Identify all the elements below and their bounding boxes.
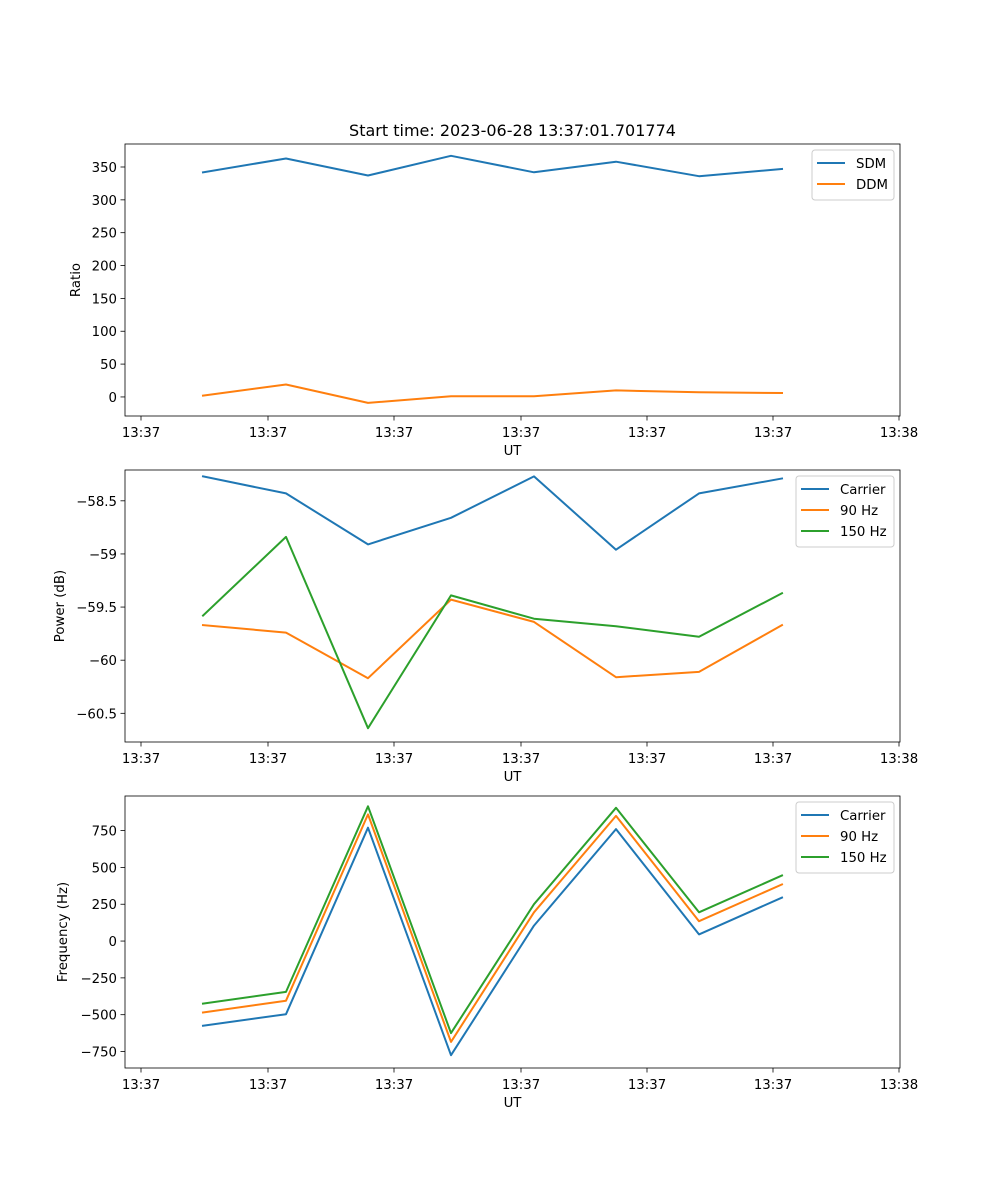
chart-title: Start time: 2023-06-28 13:37:01.701774 [349, 121, 676, 140]
legend-label: 90 Hz [840, 830, 878, 845]
y-tick-label: −60.5 [76, 707, 117, 722]
y-tick-label: −60 [89, 654, 117, 669]
series-line-carrier [201, 475, 784, 551]
axes-frame [124, 143, 901, 417]
legend-label: SDM [856, 157, 886, 172]
x-tick-label: 13:37 [628, 1078, 666, 1093]
y-tick-label: 750 [92, 825, 117, 840]
legend-label: Carrier [840, 809, 886, 824]
y-tick-label: 0 [109, 391, 117, 406]
x-tick-label: 13:37 [754, 1078, 792, 1093]
y-tick-label: −59 [89, 548, 117, 563]
legend [795, 475, 895, 548]
series-line-90-hz [201, 598, 784, 680]
frequency-panel: 13:37 13:37 13:37 13:37 13:37 13:37 13:38 750 50… [56, 795, 918, 1111]
power-panel: 13:37 13:37 13:37 13:37 13:37 13:37 13:38 −58.5… [53, 469, 918, 785]
y-tick-label: −250 [80, 972, 117, 987]
y-tick-label: 300 [92, 194, 117, 209]
x-tick-label: 13:37 [375, 1078, 413, 1093]
y-axis-label: Power (dB) [53, 570, 68, 642]
y-tick-label: 250 [92, 898, 117, 913]
y-tick-label: 150 [92, 292, 117, 307]
y-tick-label: 50 [100, 358, 117, 373]
y-tick-label: 250 [92, 227, 117, 242]
y-tick-label: −750 [80, 1046, 117, 1061]
x-tick-label: 13:37 [249, 1078, 287, 1093]
axes-frame [124, 795, 901, 1069]
y-tick-label: 100 [92, 325, 117, 340]
x-axis-label: UT [504, 1096, 523, 1111]
legend-label: 150 Hz [840, 851, 887, 866]
x-axis-label: UT [504, 770, 523, 785]
legend-label: 150 Hz [840, 525, 887, 540]
y-axis-label: Frequency (Hz) [56, 882, 71, 982]
x-tick-label: 13:37 [122, 752, 160, 767]
y-tick-label: −58.5 [76, 495, 117, 510]
series-line-carrier [201, 826, 784, 1057]
ratio-panel: 13:37 13:37 13:37 13:37 13:37 13:37 13:38 0 50 10… [69, 143, 918, 459]
legend [795, 801, 895, 874]
x-tick-label: 13:37 [375, 752, 413, 767]
y-tick-label: −500 [80, 1009, 117, 1024]
x-tick-label: 13:38 [880, 426, 918, 441]
axes-frame [124, 469, 901, 743]
x-tick-label: 13:37 [502, 1078, 540, 1093]
series-line-sdm [201, 154, 784, 178]
x-tick-label: 13:37 [122, 1078, 160, 1093]
series-line-90-hz [201, 813, 784, 1043]
x-tick-label: 13:37 [249, 752, 287, 767]
y-axis-label: Ratio [69, 263, 84, 297]
x-tick-label: 13:38 [880, 1078, 918, 1093]
x-tick-label: 13:37 [754, 752, 792, 767]
series-line-150-hz [201, 535, 784, 730]
x-tick-label: 13:38 [880, 752, 918, 767]
y-tick-label: −59.5 [76, 601, 117, 616]
y-tick-label: 0 [109, 935, 117, 950]
y-tick-label: 500 [92, 861, 117, 876]
x-tick-label: 13:37 [754, 426, 792, 441]
series-line-150-hz [201, 805, 784, 1035]
x-tick-label: 13:37 [122, 426, 160, 441]
x-tick-label: 13:37 [502, 752, 540, 767]
y-tick-label: 200 [92, 260, 117, 275]
x-tick-label: 13:37 [249, 426, 287, 441]
x-tick-label: 13:37 [375, 426, 413, 441]
legend-label: Carrier [840, 483, 886, 498]
x-tick-label: 13:37 [628, 426, 666, 441]
legend-label: DDM [856, 178, 888, 193]
x-tick-label: 13:37 [502, 426, 540, 441]
series-line-ddm [201, 383, 784, 404]
legend-label: 90 Hz [840, 504, 878, 519]
x-axis-label: UT [504, 444, 523, 459]
x-tick-label: 13:37 [628, 752, 666, 767]
y-tick-label: 350 [92, 161, 117, 176]
